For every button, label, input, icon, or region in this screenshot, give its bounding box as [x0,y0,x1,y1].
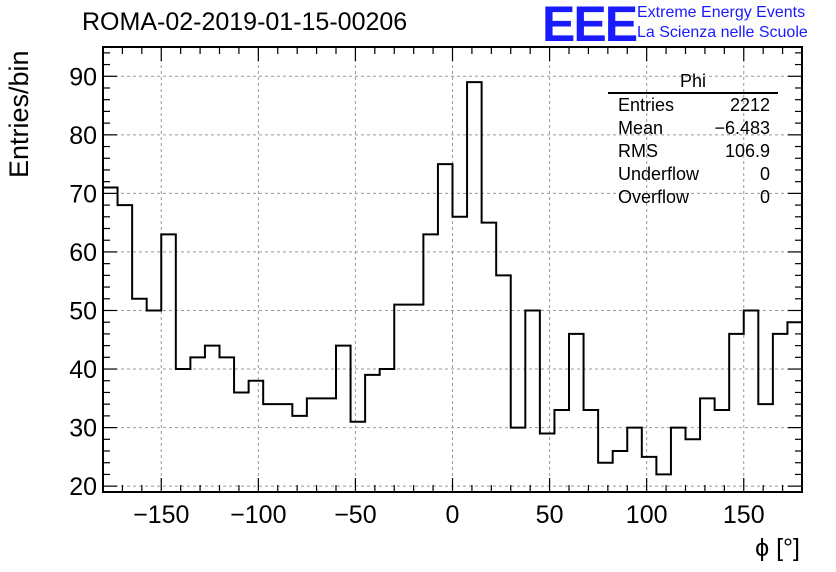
histogram-series [103,81,802,492]
stats-value: 2212 [729,95,770,115]
grid-lines [103,47,802,492]
stats-row-mean: Mean −6.483 [608,117,778,140]
x-tick-label: 150 [723,501,765,529]
x-tick-label: −150 [133,501,189,529]
x-tick-label: 100 [626,501,668,529]
y-tick-label: 70 [69,180,97,208]
histogram-bin [598,463,613,492]
y-tick-label: 30 [69,415,97,443]
histogram-bin [525,310,540,492]
histogram-bin [671,428,686,492]
chart-title: ROMA-02-2019-01-15-00206 [82,8,408,36]
x-tick-label: 0 [446,501,460,529]
x-tick-label: −50 [334,501,376,529]
histogram-bin [307,398,322,492]
histogram-bin [161,234,176,492]
histogram-bin [292,416,307,492]
histogram-bin [190,357,205,492]
histogram-bin [176,369,191,492]
histogram-bin [278,404,293,492]
y-tick-label: 20 [69,473,97,501]
histogram-bin [642,457,657,492]
histogram-bin [744,310,759,492]
histogram-bin [729,334,744,492]
histogram-bin [715,410,730,492]
histogram-bin [351,422,366,492]
histogram-bin [220,357,235,492]
histogram-bin [758,404,773,492]
stats-key: RMS [618,141,658,161]
histogram-bin [540,433,555,492]
y-axis-label: Entries/bin [4,50,34,178]
stats-row-overflow: Overflow 0 [608,186,778,209]
stats-row-rms: RMS 106.9 [608,140,778,163]
histogram-bin [249,381,264,492]
stats-row-entries: Entries 2212 [608,94,778,117]
logo-line-2: La Scienza nelle Scuole [637,24,808,41]
histogram-bin [569,334,584,492]
histogram-bin [584,410,599,492]
histogram-bin [205,346,220,492]
histogram-bin [103,188,118,492]
histogram-bin [511,428,526,492]
x-axis-label: ϕ [°] [755,534,800,562]
eee-logo: EEE [542,0,638,52]
histogram-bin [787,322,802,492]
y-tick-label: 50 [69,297,97,325]
x-tick-label: −100 [230,501,286,529]
y-tick-label: 90 [69,63,97,91]
y-tick-label: 80 [69,122,97,150]
histogram-bin [656,474,671,492]
stats-key: Mean [618,118,664,138]
stats-box-title: Phi [608,70,778,94]
stats-value: 106.9 [724,141,770,161]
histogram-bin [380,369,395,492]
histogram-bin [482,223,497,492]
histogram-bin [773,334,788,492]
histogram-bin [147,310,162,492]
histogram-bin [132,299,147,492]
x-tick-label: 50 [536,501,564,529]
histogram-bin [409,305,424,492]
stats-value: 0 [759,164,770,184]
stats-value: 0 [759,187,770,207]
histogram-bin [496,275,511,492]
histogram-bin [554,410,569,492]
stats-row-underflow: Underflow 0 [608,163,778,186]
histogram-step-line [103,81,802,476]
histogram-bin [336,346,351,492]
stats-value: −6.483 [714,118,770,138]
histogram-bin [118,205,133,492]
histogram-bin [627,428,642,492]
stats-key: Underflow [618,164,700,184]
histogram-bin [365,375,380,492]
y-tick-label: 40 [69,356,97,384]
axes: −150 −100 −50 0 50 100 150 20 30 40 50 60 70 80 90 [69,47,803,529]
logo-line-1: Extreme Energy Events [637,4,806,21]
stats-key: Overflow [618,187,690,207]
histogram-bin [686,439,701,492]
histogram-bin [423,234,438,492]
histogram-bin [700,398,715,492]
histogram-bin [263,404,278,492]
histogram-bin [234,392,249,492]
histogram-bin [321,398,336,492]
y-tick-label: 60 [69,239,97,267]
stats-box: Phi Entries 2212 Mean −6.483 RMS 106.9 U… [608,70,778,209]
histogram-bin [467,82,482,492]
stats-key: Entries [618,95,675,115]
histogram-bin [394,305,409,492]
histogram-bin [453,217,468,492]
histogram-bin [438,164,453,492]
